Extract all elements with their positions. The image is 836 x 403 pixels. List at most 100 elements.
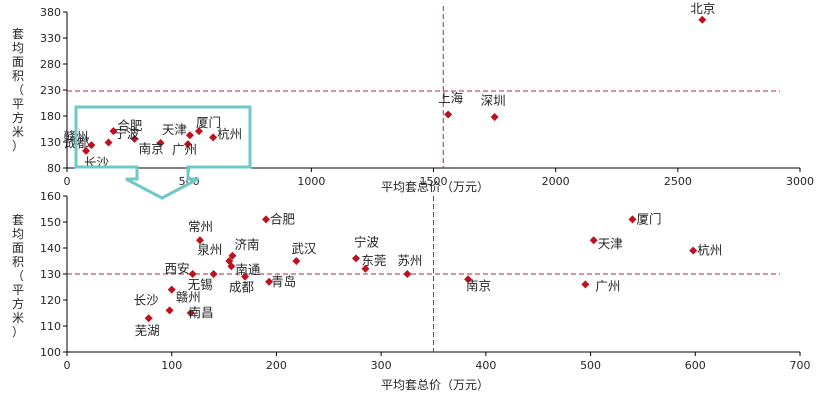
data-point [361,264,370,273]
x-tick-label: 3000 [786,175,814,188]
x-tick-label: 300 [371,359,392,372]
y-tick-label: 120 [40,294,61,307]
data-point [698,15,707,24]
data-point-label: 广州 [172,142,197,157]
data-point-label: 西安 [165,261,190,276]
data-point [130,134,139,143]
data-point [167,285,176,294]
data-point [241,272,250,281]
data-point-label: 杭州 [697,243,722,258]
data-point-label: 南京 [139,141,164,156]
zoom-callout-arrow [74,105,252,200]
data-point [352,254,361,263]
data-point [194,127,203,136]
data-point-label: 武汉 [291,241,317,256]
data-point [183,140,192,149]
data-point [104,138,113,147]
data-point-label: 长沙 [134,292,160,307]
data-point-label: 无锡 [188,277,213,292]
x-tick-label: 400 [475,359,496,372]
data-point [292,257,301,265]
data-point-label: 成都 [229,280,255,295]
data-point [109,127,118,136]
data-point-label: 泉州 [197,242,222,257]
data-point [444,110,453,119]
data-point-label: 深圳 [481,93,506,108]
data-point-label: 天津 [598,236,623,251]
data-point-label: 济南 [234,237,259,252]
x-axis-title: 平均套总价（万元） [381,180,489,194]
data-point-label: 宁波 [354,234,380,249]
x-tick-label: 600 [685,359,706,372]
data-point [227,262,236,271]
y-tick-label: 150 [40,216,61,229]
data-point-label: 南京 [466,278,491,293]
y-axis-title: 套均面积（平方米） [12,27,24,153]
data-point-label: 常州 [188,219,213,234]
data-point-label: 宁波 [114,126,140,141]
data-point [144,314,153,323]
x-tick-label: 700 [790,359,811,372]
data-point [265,277,274,286]
data-point [188,270,197,278]
y-axis-title: 套均面积（平方米） [12,213,24,339]
data-point [209,270,218,278]
data-point-label: 厦门 [196,115,221,130]
y-tick-label: 380 [40,6,61,19]
data-point-label: 天津 [162,122,187,137]
x-tick-label: 0 [64,359,71,372]
y-tick-label: 140 [40,242,61,255]
data-point [689,246,698,255]
data-point-label: 厦门 [636,211,661,226]
data-point-label: 杭州 [217,126,242,141]
data-point [589,236,598,245]
data-point [228,251,237,260]
data-point [156,139,165,148]
data-point-label: 南通 [235,262,261,277]
zoom-callout [74,105,252,200]
x-tick-label: 1500 [420,175,448,188]
data-point [186,309,195,317]
y-tick-label: 80 [47,162,61,175]
x-tick-label: 200 [266,359,287,372]
data-point [581,280,590,289]
data-point [464,275,473,284]
y-tick-label: 230 [40,84,61,97]
y-tick-label: 160 [40,190,61,203]
x-tick-label: 1000 [297,175,325,188]
data-point [82,146,91,155]
data-point-label: 合肥 [270,211,296,226]
data-point-label: 南昌 [189,305,214,320]
y-tick-label: 330 [40,32,61,45]
data-point [185,131,194,140]
data-point-label: 东莞 [361,253,386,268]
data-point [490,113,499,122]
data-point-label: 上海 [438,90,464,105]
y-tick-label: 180 [40,110,61,123]
data-point-label: 青岛 [271,274,296,289]
y-tick-label: 130 [40,268,61,281]
data-point-label: 苏州 [397,253,422,268]
y-tick-label: 110 [40,320,61,333]
data-point-label: 合肥 [117,118,143,133]
x-tick-label: 100 [161,359,182,372]
x-axis-title: 平均套总价（万元） [381,378,489,392]
y-tick-label: 130 [40,136,61,149]
data-point-label: 北京 [690,1,715,16]
x-tick-label: 2500 [664,175,692,188]
data-point [209,133,218,142]
data-point-label: 广州 [595,278,620,293]
y-tick-label: 100 [40,346,61,359]
data-point [403,270,412,278]
data-point [87,141,96,150]
data-point [195,236,204,245]
x-tick-label: 500 [580,359,601,372]
x-tick-label: 2000 [542,175,570,188]
data-point-label: 赣州 [176,290,201,305]
data-point [261,215,270,224]
y-tick-label: 280 [40,58,61,71]
data-point [165,306,174,315]
